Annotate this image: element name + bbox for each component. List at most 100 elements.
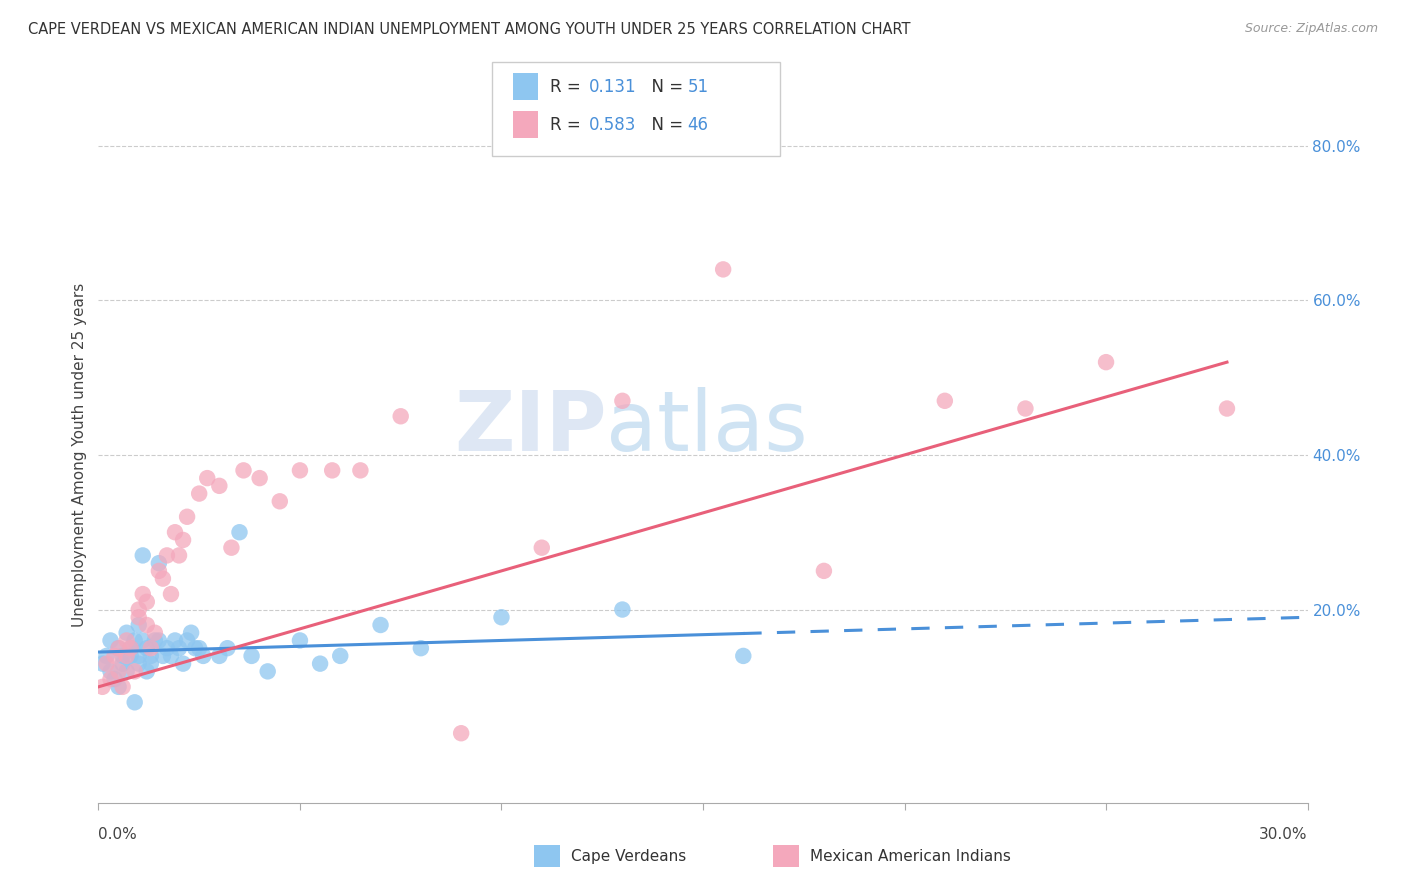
Point <box>934 393 956 408</box>
Point <box>193 648 215 663</box>
Point <box>111 648 134 663</box>
Point <box>100 672 122 686</box>
Point <box>128 618 150 632</box>
Text: 0.131: 0.131 <box>589 78 637 95</box>
Point <box>148 556 170 570</box>
Point <box>128 648 150 663</box>
Point <box>329 648 352 663</box>
Point <box>100 633 122 648</box>
Text: 51: 51 <box>688 78 709 95</box>
Point <box>135 665 157 679</box>
Point <box>1095 355 1118 369</box>
Point <box>221 541 243 555</box>
Text: Mexican American Indians: Mexican American Indians <box>810 849 1011 863</box>
Point <box>132 587 155 601</box>
Point <box>124 633 146 648</box>
Point <box>208 479 231 493</box>
Point <box>115 625 138 640</box>
Text: R =: R = <box>550 116 586 134</box>
Point <box>491 610 513 624</box>
Point <box>91 680 114 694</box>
Point <box>100 665 122 679</box>
Point <box>349 463 371 477</box>
Point <box>152 572 174 586</box>
Point <box>188 486 211 500</box>
Point <box>1014 401 1036 416</box>
Point <box>813 564 835 578</box>
Point <box>111 680 134 694</box>
Point <box>143 633 166 648</box>
Point <box>733 648 755 663</box>
Point <box>409 641 432 656</box>
Point <box>103 648 125 663</box>
Y-axis label: Unemployment Among Youth under 25 years: Unemployment Among Youth under 25 years <box>72 283 87 627</box>
Point <box>107 680 129 694</box>
Point <box>91 657 114 671</box>
Point <box>163 525 186 540</box>
Point <box>249 471 271 485</box>
Point <box>152 648 174 663</box>
Point <box>288 633 311 648</box>
Point <box>309 657 332 671</box>
Point <box>107 665 129 679</box>
Text: Source: ZipAtlas.com: Source: ZipAtlas.com <box>1244 22 1378 36</box>
Text: ZIP: ZIP <box>454 386 606 467</box>
Text: R =: R = <box>550 78 586 95</box>
Point <box>160 587 183 601</box>
Text: 46: 46 <box>688 116 709 134</box>
Point <box>124 665 146 679</box>
Point <box>450 726 472 740</box>
Text: 0.583: 0.583 <box>589 116 637 134</box>
Point <box>217 641 239 656</box>
Point <box>163 633 186 648</box>
Point <box>389 409 412 424</box>
Point <box>128 657 150 671</box>
Point <box>135 641 157 656</box>
Text: N =: N = <box>641 116 689 134</box>
Point <box>143 625 166 640</box>
Point <box>115 648 138 663</box>
Point <box>321 463 343 477</box>
Point <box>135 595 157 609</box>
Point <box>139 657 162 671</box>
Point <box>288 463 311 477</box>
Point <box>232 463 254 477</box>
Point <box>148 633 170 648</box>
Point <box>132 549 155 563</box>
Point <box>139 641 162 656</box>
Point <box>120 641 142 656</box>
Point <box>269 494 291 508</box>
Point <box>256 665 278 679</box>
Point <box>115 665 138 679</box>
Point <box>167 549 190 563</box>
Point <box>172 533 194 547</box>
Point <box>124 695 146 709</box>
Point <box>188 641 211 656</box>
Point <box>160 648 183 663</box>
Point <box>711 262 734 277</box>
Point <box>148 564 170 578</box>
Point <box>176 633 198 648</box>
Point <box>156 549 179 563</box>
Point <box>195 471 218 485</box>
Text: 30.0%: 30.0% <box>1260 827 1308 841</box>
Point <box>240 648 263 663</box>
Text: Cape Verdeans: Cape Verdeans <box>571 849 686 863</box>
Point <box>184 641 207 656</box>
Point <box>530 541 553 555</box>
Point <box>96 657 118 671</box>
Point <box>107 641 129 656</box>
Point <box>612 602 634 616</box>
Point <box>612 393 634 408</box>
Point <box>103 672 125 686</box>
Point <box>139 648 162 663</box>
Point <box>228 525 250 540</box>
Point <box>107 641 129 656</box>
Point <box>132 633 155 648</box>
Point <box>135 618 157 632</box>
Point <box>167 641 190 656</box>
Point <box>120 648 142 663</box>
Point <box>1216 401 1239 416</box>
Point <box>176 509 198 524</box>
Point <box>128 610 150 624</box>
